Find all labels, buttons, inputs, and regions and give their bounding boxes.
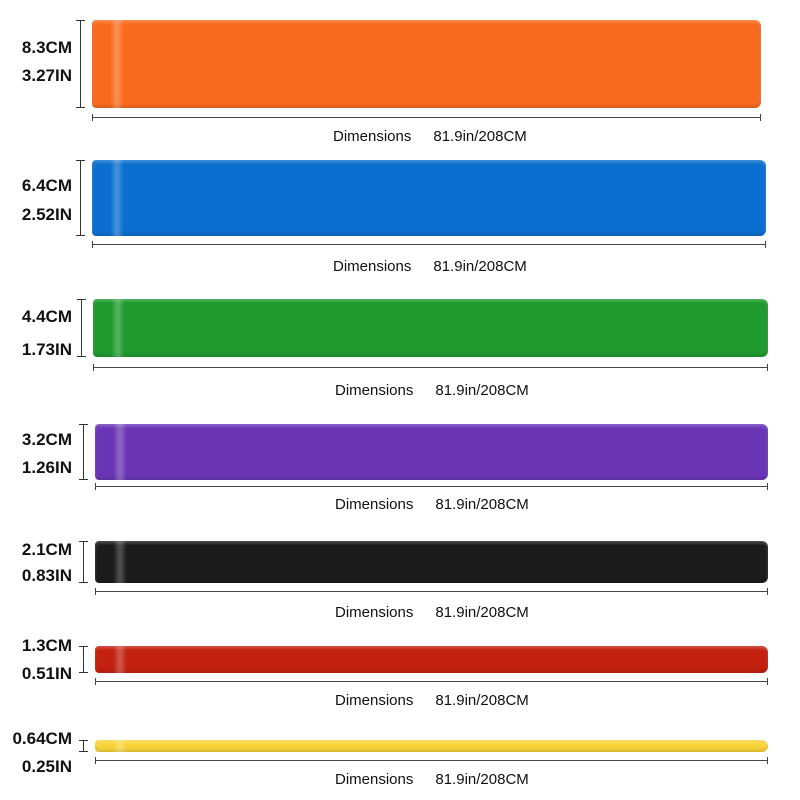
resistance-band xyxy=(95,740,768,752)
length-indicator xyxy=(95,588,768,595)
dimensions-text: Dimensions 81.9in/208CM xyxy=(335,771,529,788)
dimensions-text: Dimensions 81.9in/208CM xyxy=(335,382,529,399)
dimensions-text: Dimensions 81.9in/208CM xyxy=(333,258,527,275)
dimensions-label: Dimensions xyxy=(333,128,412,145)
length-indicator xyxy=(95,757,768,764)
width-cm-label: 6.4CM xyxy=(21,176,72,195)
width-in-label: 1.73IN xyxy=(21,340,72,359)
dimensions-label: Dimensions xyxy=(335,604,414,621)
width-indicator xyxy=(77,299,86,357)
width-in-label: 0.83IN xyxy=(21,566,72,585)
dimensions-label: Dimensions xyxy=(335,692,414,709)
dimensions-label: Dimensions xyxy=(335,382,414,399)
length-indicator xyxy=(95,678,768,685)
length-value: 81.9in/208CM xyxy=(435,382,529,399)
resistance-band xyxy=(93,299,768,357)
width-indicator xyxy=(79,740,88,752)
resistance-band xyxy=(95,424,768,480)
width-cm-label: 4.4CM xyxy=(21,307,72,326)
width-in-label: 0.51IN xyxy=(21,664,72,683)
dimensions-label: Dimensions xyxy=(335,496,414,513)
width-cm-label: 0.64CM xyxy=(12,729,72,748)
width-indicator xyxy=(79,424,88,480)
width-in-label: 1.26IN xyxy=(21,458,72,477)
resistance-band xyxy=(95,541,768,583)
width-in-label: 0.25IN xyxy=(21,757,72,776)
length-value: 81.9in/208CM xyxy=(433,258,527,275)
width-indicator xyxy=(79,541,88,583)
length-value: 81.9in/208CM xyxy=(435,496,529,513)
dimensions-label: Dimensions xyxy=(335,771,414,788)
dimensions-text: Dimensions 81.9in/208CM xyxy=(335,496,529,513)
width-indicator xyxy=(76,20,85,108)
dimensions-label: Dimensions xyxy=(333,258,412,275)
length-value: 81.9in/208CM xyxy=(435,604,529,621)
length-indicator xyxy=(92,114,761,121)
width-in-label: 3.27IN xyxy=(21,66,72,85)
width-cm-label: 8.3CM xyxy=(21,38,72,57)
width-cm-label: 1.3CM xyxy=(21,636,72,655)
width-cm-label: 3.2CM xyxy=(21,430,72,449)
dimensions-text: Dimensions 81.9in/208CM xyxy=(333,128,527,145)
resistance-band xyxy=(95,646,768,673)
dimensions-text: Dimensions 81.9in/208CM xyxy=(335,692,529,709)
width-in-label: 2.52IN xyxy=(21,205,72,224)
resistance-band xyxy=(92,20,761,108)
length-value: 81.9in/208CM xyxy=(435,692,529,709)
length-indicator xyxy=(92,241,766,248)
width-indicator xyxy=(76,160,85,236)
length-indicator xyxy=(93,364,768,371)
length-value: 81.9in/208CM xyxy=(435,771,529,788)
width-indicator xyxy=(79,646,88,673)
resistance-band xyxy=(92,160,766,236)
length-value: 81.9in/208CM xyxy=(433,128,527,145)
dimensions-text: Dimensions 81.9in/208CM xyxy=(335,604,529,621)
width-cm-label: 2.1CM xyxy=(21,540,72,559)
length-indicator xyxy=(95,483,768,490)
